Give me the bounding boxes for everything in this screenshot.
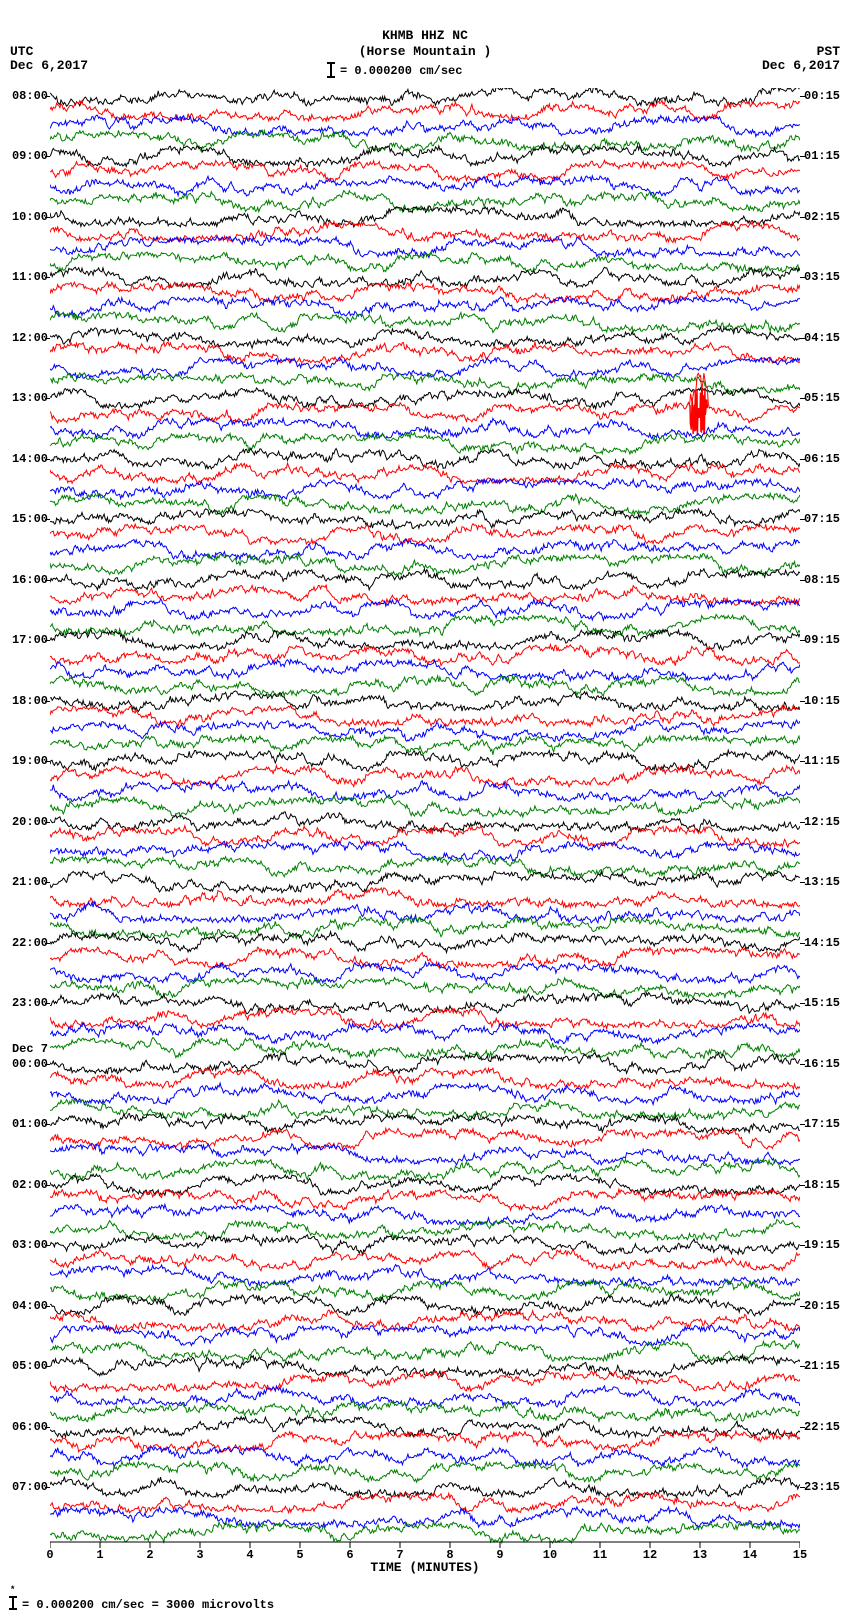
pst-hour-label: 16:15 bbox=[804, 1057, 840, 1071]
x-axis-title: TIME (MINUTES) bbox=[370, 1560, 479, 1575]
x-tick-label: 15 bbox=[793, 1548, 807, 1562]
footer-scale-bar-icon bbox=[12, 1596, 14, 1610]
pst-hour-label: 13:15 bbox=[804, 875, 840, 889]
pst-hour-label: 03:15 bbox=[804, 270, 840, 284]
utc-hour-label: 09:00 bbox=[12, 149, 48, 163]
pst-hour-label: 01:15 bbox=[804, 149, 840, 163]
utc-hour-label: 02:00 bbox=[12, 1178, 48, 1192]
utc-hour-label: 15:00 bbox=[12, 512, 48, 526]
x-tick-label: 9 bbox=[496, 1548, 503, 1562]
pst-hour-label: 20:15 bbox=[804, 1299, 840, 1313]
footer-star: * bbox=[10, 1585, 15, 1595]
pst-hour-label: 08:15 bbox=[804, 573, 840, 587]
utc-hour-label: 22:00 bbox=[12, 936, 48, 950]
utc-hour-label: 10:00 bbox=[12, 210, 48, 224]
station-code: KHMB HHZ NC bbox=[382, 28, 468, 43]
x-tick-label: 12 bbox=[643, 1548, 657, 1562]
x-tick-label: 5 bbox=[296, 1548, 303, 1562]
pst-hour-label: 23:15 bbox=[804, 1480, 840, 1494]
utc-hour-label: 23:00 bbox=[12, 996, 48, 1010]
utc-hour-label: 11:00 bbox=[12, 270, 48, 284]
seismogram-plot bbox=[50, 88, 800, 1560]
utc-hour-label: 16:00 bbox=[12, 573, 48, 587]
pst-hour-label: 10:15 bbox=[804, 694, 840, 708]
utc-hour-label: 05:00 bbox=[12, 1359, 48, 1373]
left-date: Dec 6,2017 bbox=[10, 58, 88, 73]
x-tick-label: 14 bbox=[743, 1548, 757, 1562]
pst-hour-label: 19:15 bbox=[804, 1238, 840, 1252]
utc-hour-label: 18:00 bbox=[12, 694, 48, 708]
utc-hour-label: 14:00 bbox=[12, 452, 48, 466]
pst-hour-label: 00:15 bbox=[804, 89, 840, 103]
pst-hour-label: 04:15 bbox=[804, 331, 840, 345]
pst-hour-label: 06:15 bbox=[804, 452, 840, 466]
utc-hour-label: 20:00 bbox=[12, 815, 48, 829]
utc-hour-label: 00:00 bbox=[12, 1057, 48, 1071]
utc-hour-label: 21:00 bbox=[12, 875, 48, 889]
utc-hour-label: 04:00 bbox=[12, 1299, 48, 1313]
x-tick-label: 4 bbox=[246, 1548, 253, 1562]
scale-bar-icon bbox=[330, 62, 332, 78]
pst-hour-label: 22:15 bbox=[804, 1420, 840, 1434]
pst-hour-label: 12:15 bbox=[804, 815, 840, 829]
utc-hour-label: 17:00 bbox=[12, 633, 48, 647]
pst-hour-label: 14:15 bbox=[804, 936, 840, 950]
right-timezone: PST bbox=[817, 44, 840, 59]
pst-hour-label: 05:15 bbox=[804, 391, 840, 405]
pst-hour-label: 09:15 bbox=[804, 633, 840, 647]
utc-hour-label: 08:00 bbox=[12, 89, 48, 103]
utc-hour-label: 03:00 bbox=[12, 1238, 48, 1252]
right-date: Dec 6,2017 bbox=[762, 58, 840, 73]
utc-hour-label: 07:00 bbox=[12, 1480, 48, 1494]
pst-hour-label: 21:15 bbox=[804, 1359, 840, 1373]
left-timezone: UTC bbox=[10, 44, 33, 59]
utc-hour-label: 01:00 bbox=[12, 1117, 48, 1131]
x-tick-label: 11 bbox=[593, 1548, 607, 1562]
x-tick-label: 8 bbox=[446, 1548, 453, 1562]
pst-hour-label: 11:15 bbox=[804, 754, 840, 768]
x-tick-label: 10 bbox=[543, 1548, 557, 1562]
utc-hour-label: 13:00 bbox=[12, 391, 48, 405]
x-tick-label: 2 bbox=[146, 1548, 153, 1562]
x-tick-label: 0 bbox=[46, 1548, 53, 1562]
x-tick-label: 3 bbox=[196, 1548, 203, 1562]
utc-hour-label: 19:00 bbox=[12, 754, 48, 768]
footer-text: = 0.000200 cm/sec = 3000 microvolts bbox=[22, 1598, 274, 1612]
pst-hour-label: 17:15 bbox=[804, 1117, 840, 1131]
pst-hour-label: 15:15 bbox=[804, 996, 840, 1010]
utc-hour-label: 12:00 bbox=[12, 331, 48, 345]
x-tick-label: 1 bbox=[96, 1548, 103, 1562]
utc-date-rollover: Dec 7 bbox=[12, 1042, 48, 1056]
pst-hour-label: 07:15 bbox=[804, 512, 840, 526]
scale-label: = 0.000200 cm/sec bbox=[340, 64, 462, 78]
utc-hour-label: 06:00 bbox=[12, 1420, 48, 1434]
station-name: (Horse Mountain ) bbox=[359, 44, 492, 59]
x-tick-label: 6 bbox=[346, 1548, 353, 1562]
x-tick-label: 7 bbox=[396, 1548, 403, 1562]
pst-hour-label: 18:15 bbox=[804, 1178, 840, 1192]
pst-hour-label: 02:15 bbox=[804, 210, 840, 224]
x-tick-label: 13 bbox=[693, 1548, 707, 1562]
